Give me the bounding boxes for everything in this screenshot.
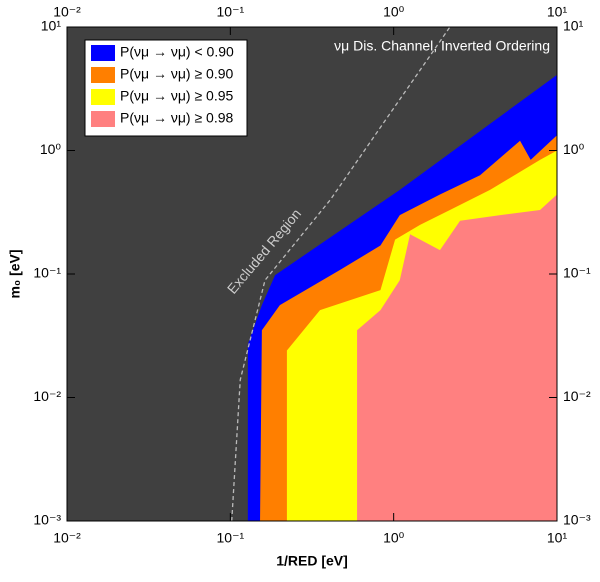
- y-tick-label-right: 10⁻³: [563, 512, 591, 528]
- y-tick-label-right: 10⁻²: [563, 388, 591, 404]
- y-tick-label-right: 10⁰: [563, 141, 585, 157]
- y-tick-label-right: 10¹: [563, 18, 584, 34]
- y-tick-label: 10¹: [41, 18, 62, 34]
- x-tick-label-top: 10¹: [547, 4, 568, 20]
- y-tick-label: 10⁰: [40, 141, 62, 157]
- y-tick-label-right: 10⁻¹: [563, 265, 591, 281]
- y-tick-label: 10⁻³: [33, 512, 61, 528]
- y-tick-label: 10⁻¹: [33, 265, 61, 281]
- x-tick-label-top: 10⁻¹: [217, 4, 245, 20]
- region: [357, 194, 557, 521]
- x-tick-label: 10⁻¹: [217, 530, 245, 546]
- annotation: νμ Dis. Channel, Inverted Ordering: [334, 38, 550, 54]
- legend-label: P(νμ → νμ) < 0.90: [120, 44, 234, 60]
- legend-swatch: [91, 67, 115, 83]
- legend-label: P(νμ → νμ) ≥ 0.90: [120, 66, 233, 82]
- legend-swatch: [91, 45, 115, 61]
- y-tick-label: 10⁻²: [33, 388, 61, 404]
- y-axis-label: m₀ [eV]: [7, 249, 23, 298]
- legend-swatch: [91, 111, 115, 127]
- x-tick-label: 10⁻²: [53, 530, 81, 546]
- x-tick-label: 10¹: [547, 530, 568, 546]
- x-tick-label-top: 10⁻²: [53, 4, 81, 20]
- x-tick-label: 10⁰: [383, 530, 405, 546]
- x-axis-label: 1/RED [eV]: [276, 553, 348, 569]
- excluded-boundary: [231, 26, 451, 522]
- legend-label: P(νμ → νμ) ≥ 0.98: [120, 110, 233, 126]
- legend-label: P(νμ → νμ) ≥ 0.95: [120, 88, 233, 104]
- x-tick-label-top: 10⁰: [383, 4, 405, 20]
- legend-swatch: [91, 89, 115, 105]
